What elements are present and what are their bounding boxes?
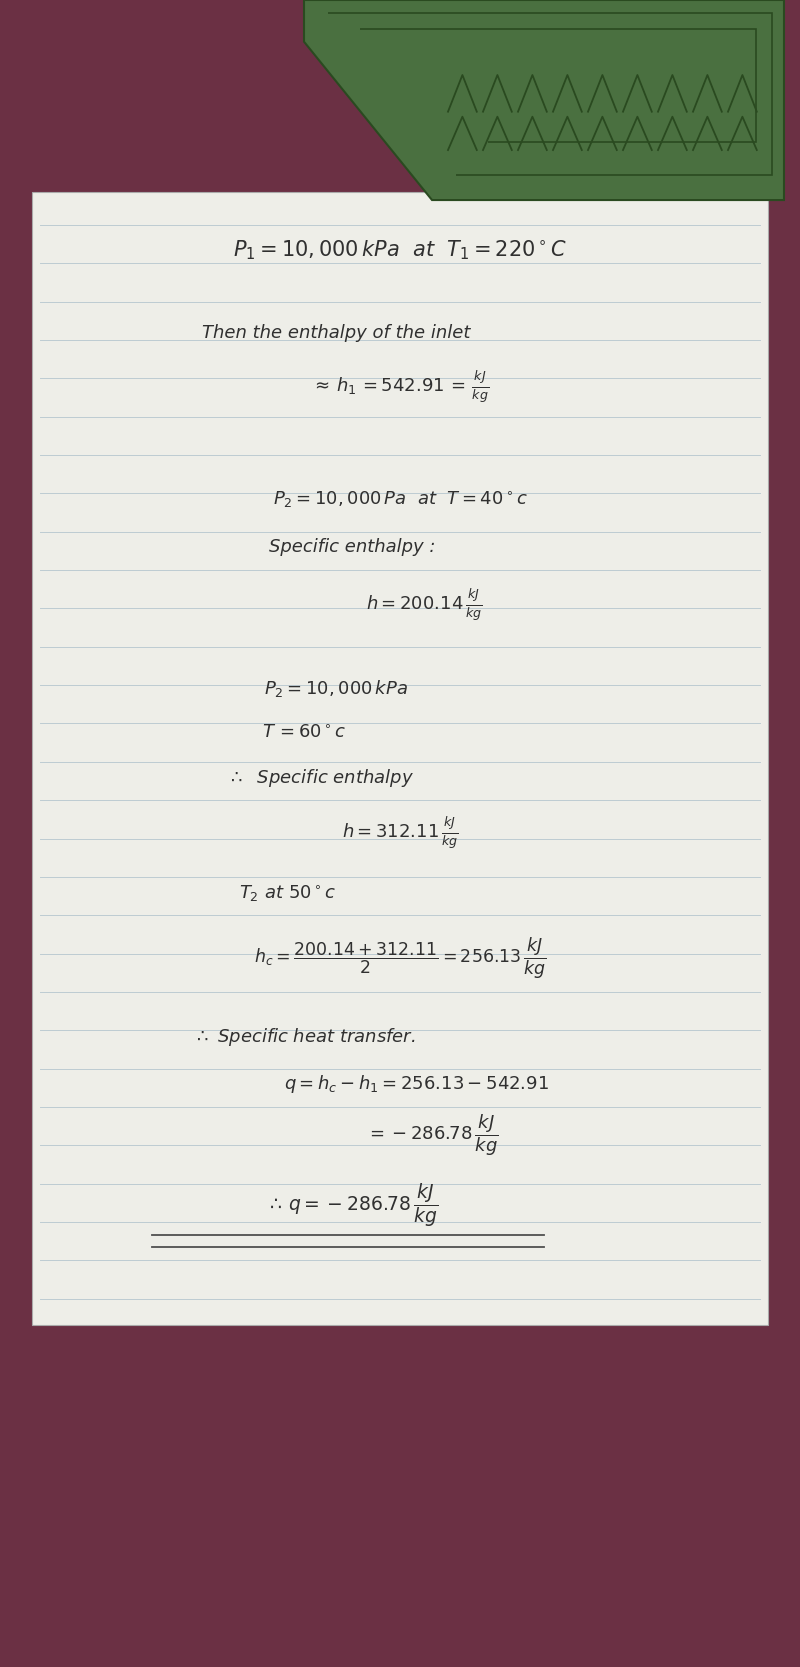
Bar: [32, 192, 768, 1325]
Text: $\therefore$ Specific heat transfer.: $\therefore$ Specific heat transfer.: [193, 1025, 415, 1049]
Text: $\therefore$  Specific enthalpy: $\therefore$ Specific enthalpy: [226, 767, 414, 790]
Text: $h_c = \dfrac{200.14 + 312.11}{2} = 256.13\,\dfrac{kJ}{kg}$: $h_c = \dfrac{200.14 + 312.11}{2} = 256.…: [254, 935, 546, 982]
Text: $\therefore\,q = -286.78\,\dfrac{kJ}{kg}$: $\therefore\,q = -286.78\,\dfrac{kJ}{kg}…: [266, 1182, 438, 1229]
Polygon shape: [304, 0, 784, 200]
Text: $P_2 = 10,000\,kPa$: $P_2 = 10,000\,kPa$: [264, 678, 408, 698]
Text: $P_1 = 10,000\,kPa$  at  $T_1 = 220^\circ C$: $P_1 = 10,000\,kPa$ at $T_1 = 220^\circ …: [233, 238, 567, 262]
Text: Then the enthalpy of the inlet: Then the enthalpy of the inlet: [202, 325, 470, 342]
Text: $= -286.78\,\dfrac{kJ}{kg}$: $= -286.78\,\dfrac{kJ}{kg}$: [366, 1112, 498, 1159]
Text: $\approx\, h_1\, = 542.91\, =\, \frac{kJ}{kg}$: $\approx\, h_1\, = 542.91\, =\, \frac{kJ…: [311, 368, 489, 405]
Text: $T_2$ at $50^\circ c$: $T_2$ at $50^\circ c$: [239, 884, 337, 904]
Text: $T\, = 60^\circ c$: $T\, = 60^\circ c$: [262, 725, 346, 742]
Text: $h = 200.14\,\frac{kJ}{kg}$: $h = 200.14\,\frac{kJ}{kg}$: [366, 587, 482, 623]
Text: $q = h_c - h_1 = 256.13 - 542.91$: $q = h_c - h_1 = 256.13 - 542.91$: [283, 1072, 549, 1095]
Text: $P_2 = 10,000\,Pa$  at  $T = 40^\circ c$: $P_2 = 10,000\,Pa$ at $T = 40^\circ c$: [273, 490, 527, 510]
Text: Specific enthalpy :: Specific enthalpy :: [269, 538, 435, 555]
Text: $h = 312.11\,\frac{kJ}{kg}$: $h = 312.11\,\frac{kJ}{kg}$: [342, 815, 458, 852]
